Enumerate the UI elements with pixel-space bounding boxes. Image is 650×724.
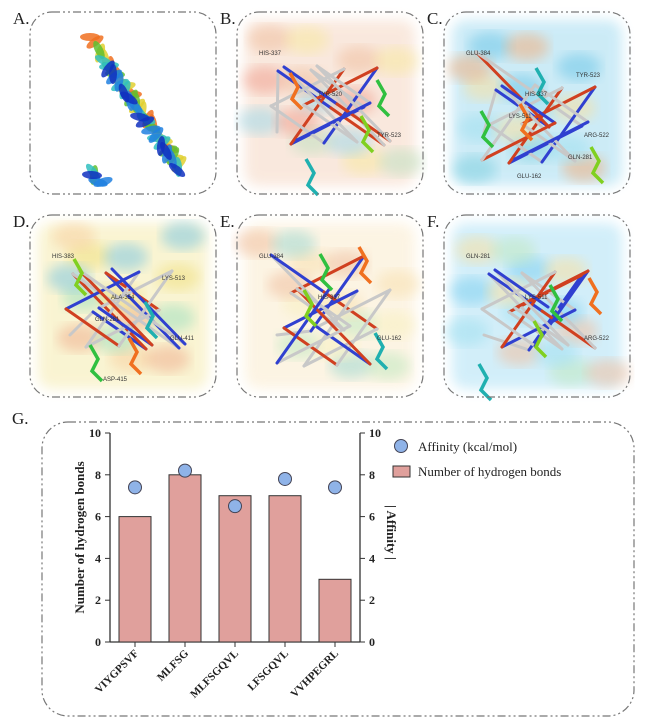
panel-border — [236, 214, 424, 398]
point-MLFSGQVL — [228, 499, 242, 514]
panel-border — [443, 11, 631, 195]
panel-label: B. — [220, 9, 236, 28]
residue-label: GLU-384 — [466, 51, 491, 57]
y-tick-label-left: 4 — [95, 551, 101, 565]
y-tick-label-right: 6 — [369, 510, 375, 524]
residue-label: GLU-162 — [377, 336, 402, 342]
residue-label: GLU-384 — [259, 254, 284, 260]
point-LFSGQVL — [278, 471, 292, 486]
legend-affinity-label: Affinity (kcal/mol) — [418, 439, 517, 454]
chart-border — [41, 421, 635, 717]
residue-label: LYS-511 — [509, 114, 532, 120]
point-VVHPEGRL — [328, 480, 342, 495]
panel-b: B. HIS-337 TYR-520 TYR-523 — [220, 9, 424, 197]
panel-border — [236, 11, 424, 195]
y-tick-label-left: 8 — [95, 468, 101, 482]
y-tick-label-right: 4 — [369, 551, 375, 565]
panel-c: C. GLU-384 HIS-337 ARG-522 GLU-162 TYR-523 LYS… — [427, 9, 631, 195]
y-tick-label-right: 2 — [369, 593, 375, 607]
chart-panel-label: G. — [12, 409, 29, 428]
x-tick-label: LFSGQVL — [245, 648, 291, 694]
x-tick-label: VIYGPSVF — [93, 647, 141, 695]
residue-label: GLN-281 — [95, 317, 120, 323]
panel-label: A. — [13, 9, 30, 28]
residue-label: GLN-281 — [466, 254, 491, 260]
residue-label: TYR-523 — [377, 133, 402, 139]
y-tick-label-right: 8 — [369, 468, 375, 482]
y-tick-label-left: 2 — [95, 593, 101, 607]
residue-label: LYS-511 — [525, 295, 548, 301]
panel-border — [443, 214, 631, 398]
legend: Affinity (kcal/mol) Number of hydrogen bo… — [392, 439, 561, 479]
y-tick-label-left: 10 — [89, 426, 101, 440]
x-tick-label: MLFSGQVL — [188, 648, 241, 701]
panel-e: E. GLU-384 HIS-337 GLU-162 — [220, 212, 424, 398]
panel-border — [29, 11, 217, 195]
panel-label: F. — [427, 212, 439, 231]
docking-image: GLN-281 LYS-511 ARG-522 — [445, 223, 630, 402]
y-tick-label-right: 10 — [369, 426, 381, 440]
panel-label: C. — [427, 9, 443, 28]
x-tick-label: MLFSG — [155, 647, 191, 683]
bar-MLFSG — [168, 474, 202, 643]
y-axis-title: Number of hydrogen bonds — [72, 461, 87, 613]
residue-label: TYR-520 — [318, 92, 343, 98]
legend-hbond-marker — [392, 465, 411, 478]
bar-LFSGQVL — [268, 495, 302, 643]
point-MLFSG — [178, 463, 192, 478]
y-tick-label-right: 0 — [369, 635, 375, 649]
residue-label: HIS-337 — [318, 295, 341, 301]
panel-border — [29, 214, 217, 398]
legend-hbond-label: Number of hydrogen bonds — [418, 464, 561, 479]
docking-image: HIS-337 TYR-520 TYR-523 — [238, 20, 423, 197]
panel-d: D. HIS-383 ALA-354 GLU-411 ASP-415 LYS-513 GLN… — [13, 212, 217, 398]
panel-a: A. — [13, 9, 217, 195]
docking-image: GLU-384 HIS-337 GLU-162 — [235, 223, 420, 389]
panel-label: E. — [220, 212, 235, 231]
point-VIYGPSVF — [128, 480, 142, 495]
residue-label: HIS-337 — [259, 51, 282, 57]
legend-affinity-marker — [394, 439, 408, 453]
residue-label: LYS-513 — [162, 276, 186, 282]
x-tick-label: VVHPEGRL — [289, 648, 342, 701]
residue-label: GLU-162 — [517, 174, 542, 180]
residue-label: ARG-522 — [584, 133, 610, 139]
y-tick-label-left: 6 — [95, 510, 101, 524]
bar-MLFSGQVL — [218, 495, 252, 643]
y2-axis-title: | Affinity | — [384, 505, 399, 560]
panel-label: D. — [13, 212, 30, 231]
residue-label: TYR-523 — [576, 73, 601, 79]
residue-label: ARG-522 — [584, 336, 610, 342]
residue-label: GLN-281 — [568, 155, 593, 161]
residue-label: ALA-354 — [111, 295, 135, 301]
residue-label: ASP-415 — [103, 377, 128, 383]
residue-label: GLU-411 — [170, 336, 195, 342]
bar-VIYGPSVF — [118, 516, 152, 643]
residue-label: HIS-337 — [525, 92, 548, 98]
panel-f: F. GLN-281 LYS-511 ARG-522 — [427, 212, 631, 402]
docking-image: GLU-384 HIS-337 ARG-522 GLU-162 TYR-523 LYS-5… — [448, 20, 622, 186]
residue-label: HIS-383 — [52, 254, 75, 260]
docking-image: HIS-383 ALA-354 GLU-411 ASP-415 LYS-513 GLN-2… — [38, 222, 208, 389]
bar-VVHPEGRL — [318, 578, 352, 643]
protein-ribbon-image — [80, 33, 187, 187]
y-tick-label-left: 0 — [95, 635, 101, 649]
